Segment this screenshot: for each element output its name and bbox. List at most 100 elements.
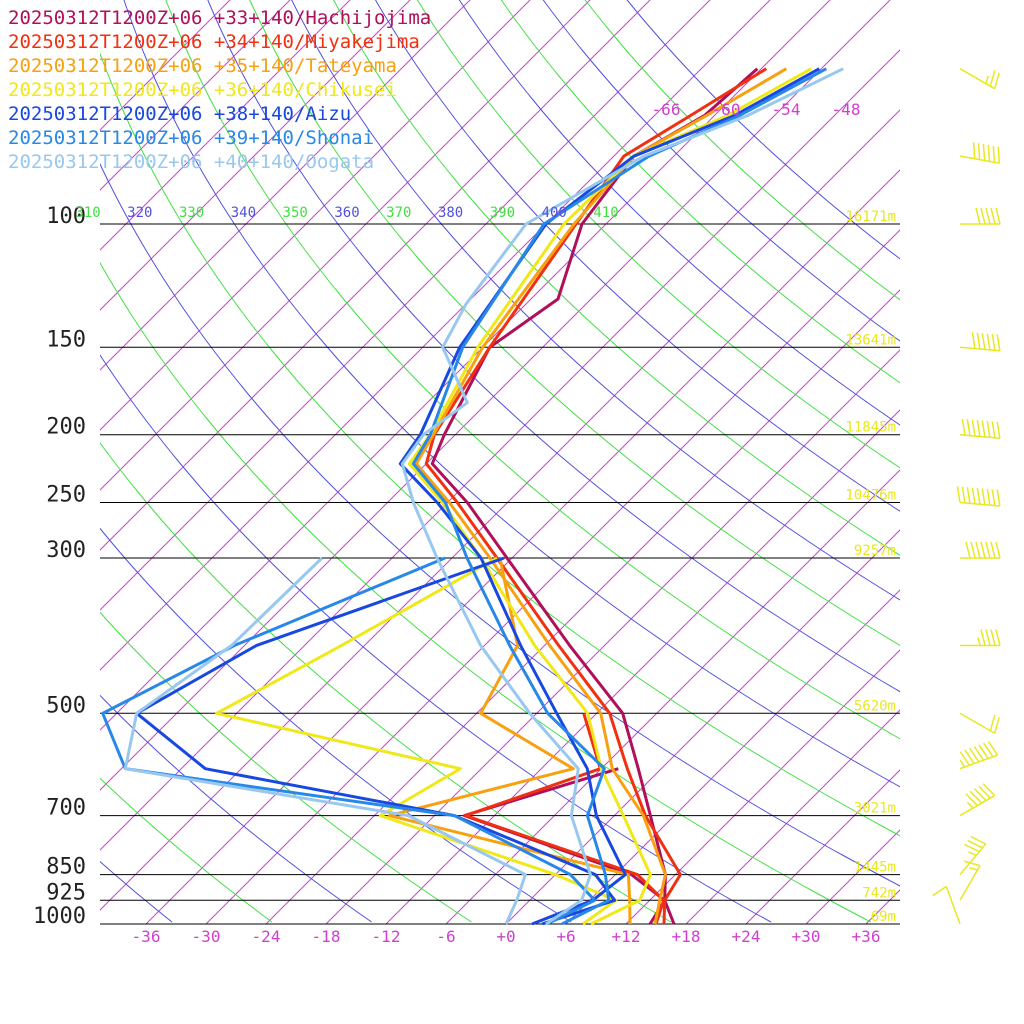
dewpoint-profile (123, 556, 527, 925)
dry-adiabat-line (100, 261, 871, 923)
wind-barb-flag (964, 843, 980, 853)
wind-barb-staff (959, 68, 996, 90)
wind-barb-flag (991, 489, 996, 506)
legend-entry: 20250312T1200Z+06 +33+140/Hachijojima (8, 7, 431, 29)
isotherm-line (100, 0, 411, 311)
isotherm-line (685, 709, 900, 925)
wind-barb (960, 541, 1001, 559)
wind-barb-half-flag (959, 759, 966, 768)
temperature-tick-label: -36 (132, 927, 161, 946)
wind-barb-flag (976, 487, 981, 505)
wind-barb-flag (982, 783, 996, 797)
pressure-label: 250 (46, 483, 86, 508)
wind-barb-flag (977, 143, 981, 160)
wind-barb (959, 740, 999, 770)
height-label: 16171m (845, 209, 896, 225)
wind-barb-flag (964, 749, 975, 764)
height-label: 742m (862, 885, 896, 901)
theta-label: 380 (438, 205, 463, 221)
wind-barb-flag (995, 207, 1001, 225)
isotherm-top-label: -48 (832, 100, 861, 119)
isotherm-line (100, 0, 471, 371)
temperature-axis-labels: -36 -30 -24 -18 -12 -6 +0 +6 +12 +18 +24 +30 +36 (132, 927, 881, 946)
isotherm-line (445, 469, 900, 925)
pressure-label: 100 (46, 204, 86, 229)
isotherm-line (100, 0, 771, 671)
wind-barb-half-flag (977, 637, 981, 646)
isotherm-line (265, 289, 900, 925)
wind-barb-flag (981, 488, 986, 505)
pressure-label: 700 (46, 796, 86, 821)
dry-adiabat-line (100, 354, 772, 923)
wind-barb-flag (956, 486, 961, 503)
wind-barb (959, 783, 996, 817)
legend-entry: 20250312T1200Z+06 +35+140/Tateyama (8, 55, 397, 77)
isotherm-line (100, 0, 531, 431)
dry-adiabat-line (542, 0, 900, 342)
wind-barb-flag (973, 746, 985, 761)
temperature-tick-label: -30 (192, 927, 221, 946)
wind-barb-flag (965, 541, 971, 559)
wind-barb-flag (996, 489, 1001, 507)
dry-adiabat-line (100, 162, 900, 887)
theta-label: 400 (542, 205, 567, 221)
wind-barb (959, 860, 981, 901)
wind-barb (959, 418, 1001, 439)
wind-barb-flag (989, 714, 996, 731)
wind-barb (959, 332, 1001, 352)
temperature-profile (398, 67, 821, 925)
wind-barb-flag (959, 751, 971, 766)
wind-barb-flag (981, 333, 986, 350)
isotherm-line (565, 589, 900, 925)
wind-barb (959, 142, 1001, 164)
dry-adiabat-line (100, 694, 372, 923)
wind-barb-flag (993, 72, 1000, 89)
wind-barb-staff (945, 886, 961, 925)
wind-barb-staff (959, 501, 1000, 507)
wind-barb-flag (985, 629, 991, 646)
wind-barb-flag (991, 333, 996, 351)
wind-barb (959, 68, 1000, 90)
wind-barb-flag (971, 332, 976, 349)
height-label: 1445m (854, 860, 896, 876)
wind-barb-flag (985, 541, 991, 559)
temperature-profile (400, 67, 844, 925)
wind-barb-flag (989, 70, 996, 87)
wind-barb-flag (980, 207, 986, 225)
wind-barb-staff (959, 346, 1000, 352)
dry-adiabat-line (500, 0, 900, 384)
wind-barb-flag (987, 740, 999, 756)
dry-adiabat-line (207, 0, 900, 693)
theta-label: 410 (593, 205, 618, 221)
temperature-tick-label: +0 (496, 927, 515, 946)
isotherm-line (505, 529, 900, 925)
wind-barb-flag (970, 541, 976, 559)
wind-barb (959, 836, 987, 876)
wind-barb-staff (959, 843, 987, 876)
dewpoint-profile (101, 556, 597, 925)
wind-barb-flag (986, 488, 991, 506)
dry-adiabat-line (374, 0, 900, 512)
height-label: 69m (871, 909, 896, 925)
wind-barb-flag (992, 145, 996, 163)
temperature-tick-label: +30 (792, 927, 821, 946)
dry-adiabat-line (458, 0, 900, 426)
pressure-label: 150 (46, 327, 86, 352)
wind-barb-flag (990, 629, 996, 646)
wind-barb-flag (986, 420, 991, 438)
temperature-tick-label: -12 (372, 927, 401, 946)
wind-barb-half-flag (966, 801, 974, 809)
isotherm-line (100, 0, 711, 611)
dry-adiabat-line (626, 0, 900, 260)
wind-barb-flag (968, 747, 980, 763)
wind-barb-flag (961, 486, 966, 504)
legend-entry: 20250312T1200Z+06 +40+140/Oogata (8, 151, 374, 173)
wind-barb-flag (995, 629, 1001, 646)
wind-barb-flag (987, 144, 991, 162)
wind-barb-flag (990, 541, 996, 559)
theta-label: 330 (179, 205, 204, 221)
temperature-tick-label: +24 (732, 927, 761, 946)
wind-barb-flag (980, 541, 986, 559)
legend-entry: 20250312T1200Z+06 +38+140/Aizu (8, 103, 351, 125)
isotherm-line (100, 0, 591, 491)
